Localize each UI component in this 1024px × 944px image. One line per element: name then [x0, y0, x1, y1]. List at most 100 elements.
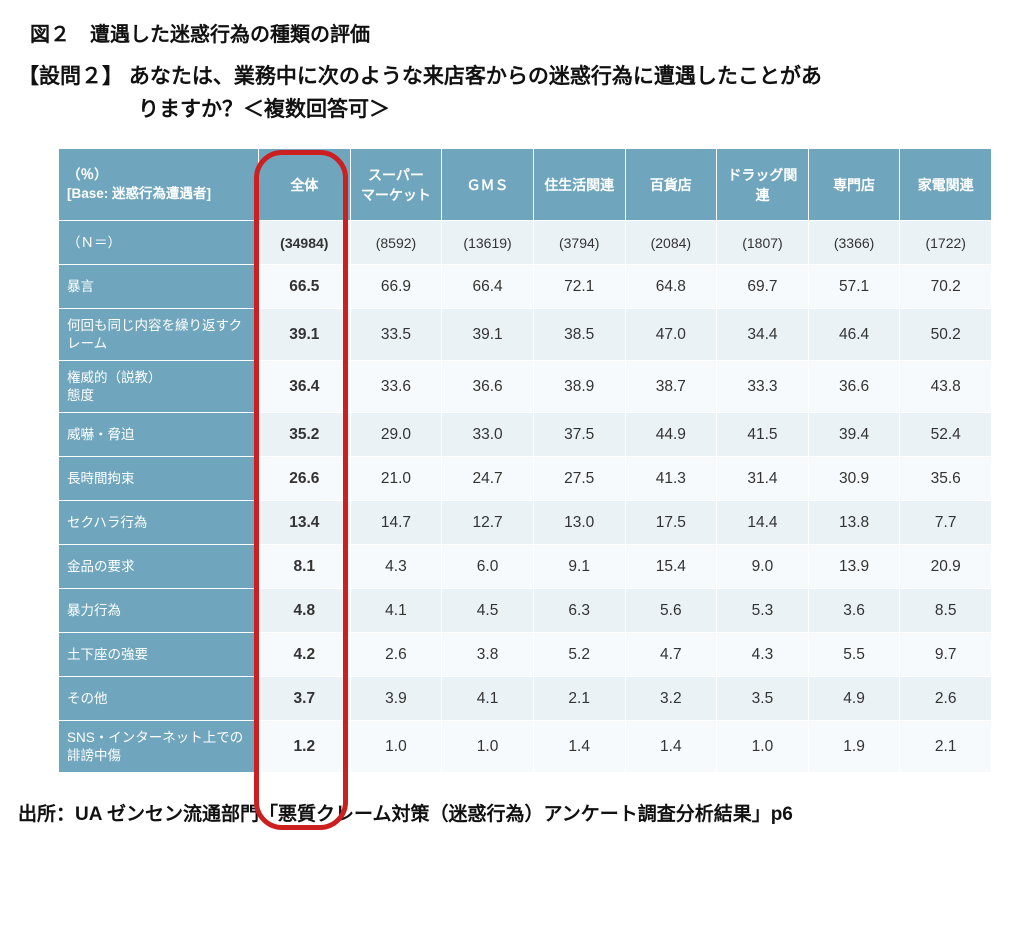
cell: 5.2: [533, 633, 625, 677]
question-block: 【設問２】 あなたは、業務中に次のような来店客からの迷惑行為に遭遇したことがあ …: [18, 61, 996, 126]
cell: 33.6: [350, 361, 442, 413]
header-row: （％）[Base: 迷惑行為遭遇者] 全体 スーパーマーケット ＧＭＳ 住生活関…: [59, 149, 992, 221]
table-row: 暴言66.566.966.472.164.869.757.170.2: [59, 265, 992, 309]
col-total: 全体: [259, 149, 351, 221]
row-label: その他: [59, 677, 259, 721]
cell: 33.5: [350, 309, 442, 361]
cell: 4.3: [717, 633, 809, 677]
row-label: 権威的（説教）態度: [59, 361, 259, 413]
cell: 3.2: [625, 677, 717, 721]
row-label: セクハラ行為: [59, 501, 259, 545]
cell: 43.8: [900, 361, 992, 413]
cell: 13.8: [808, 501, 900, 545]
cell: 57.1: [808, 265, 900, 309]
cell: 21.0: [350, 457, 442, 501]
cell: 39.1: [259, 309, 351, 361]
cell: 14.7: [350, 501, 442, 545]
cell: 36.4: [259, 361, 351, 413]
cell: 52.4: [900, 413, 992, 457]
row-label: 暴言: [59, 265, 259, 309]
cell: 35.6: [900, 457, 992, 501]
cell: 4.5: [442, 589, 534, 633]
cell: 12.7: [442, 501, 534, 545]
cell: 17.5: [625, 501, 717, 545]
table-row: 暴力行為4.84.14.56.35.65.33.68.5: [59, 589, 992, 633]
cell: 41.5: [717, 413, 809, 457]
cell: 14.4: [717, 501, 809, 545]
cell: 15.4: [625, 545, 717, 589]
cell: 9.7: [900, 633, 992, 677]
cell: 70.2: [900, 265, 992, 309]
cell: 24.7: [442, 457, 534, 501]
cell: 5.6: [625, 589, 717, 633]
cell: 3.6: [808, 589, 900, 633]
table-row: 何回も同じ内容を繰り返すクレーム39.133.539.138.547.034.4…: [59, 309, 992, 361]
question-label: 【設問２】: [18, 65, 123, 88]
cell: 6.0: [442, 545, 534, 589]
cell: 34.4: [717, 309, 809, 361]
col-supermarket: スーパーマーケット: [350, 149, 442, 221]
col-electronics: 家電関連: [900, 149, 992, 221]
cell: 1.0: [442, 721, 534, 773]
cell: 47.0: [625, 309, 717, 361]
n-value: (34984): [259, 221, 351, 265]
col-housing: 住生活関連: [533, 149, 625, 221]
cell: 33.3: [717, 361, 809, 413]
cell: 66.9: [350, 265, 442, 309]
cell: 38.5: [533, 309, 625, 361]
n-value: (1722): [900, 221, 992, 265]
table-wrap: （％）[Base: 迷惑行為遭遇者] 全体 スーパーマーケット ＧＭＳ 住生活関…: [58, 148, 992, 773]
cell: 2.6: [350, 633, 442, 677]
cell: 7.7: [900, 501, 992, 545]
cell: 3.7: [259, 677, 351, 721]
header-rowhead: （％）[Base: 迷惑行為遭遇者]: [59, 149, 259, 221]
cell: 2.6: [900, 677, 992, 721]
row-label: 暴力行為: [59, 589, 259, 633]
cell: 26.6: [259, 457, 351, 501]
cell: 37.5: [533, 413, 625, 457]
cell: 39.4: [808, 413, 900, 457]
cell: 31.4: [717, 457, 809, 501]
harassment-table: （％）[Base: 迷惑行為遭遇者] 全体 スーパーマーケット ＧＭＳ 住生活関…: [58, 148, 992, 773]
cell: 4.7: [625, 633, 717, 677]
cell: 39.1: [442, 309, 534, 361]
row-label: 何回も同じ内容を繰り返すクレーム: [59, 309, 259, 361]
cell: 4.1: [350, 589, 442, 633]
n-value: (1807): [717, 221, 809, 265]
col-specialty: 専門店: [808, 149, 900, 221]
col-gms: ＧＭＳ: [442, 149, 534, 221]
col-dept: 百貨店: [625, 149, 717, 221]
source-citation: 出所：UA ゼンセン流通部門「悪質クレーム対策（迷惑行為）アンケート調査分析結果…: [18, 799, 1006, 826]
cell: 36.6: [808, 361, 900, 413]
row-label: 金品の要求: [59, 545, 259, 589]
cell: 1.4: [625, 721, 717, 773]
cell: 3.8: [442, 633, 534, 677]
cell: 38.7: [625, 361, 717, 413]
cell: 1.0: [350, 721, 442, 773]
cell: 4.2: [259, 633, 351, 677]
cell: 4.1: [442, 677, 534, 721]
cell: 41.3: [625, 457, 717, 501]
row-label: 威嚇・脅迫: [59, 413, 259, 457]
cell: 8.1: [259, 545, 351, 589]
cell: 1.9: [808, 721, 900, 773]
cell: 66.4: [442, 265, 534, 309]
table-row: 威嚇・脅迫35.229.033.037.544.941.539.452.4: [59, 413, 992, 457]
cell: 6.3: [533, 589, 625, 633]
cell: 20.9: [900, 545, 992, 589]
cell: 30.9: [808, 457, 900, 501]
cell: 9.1: [533, 545, 625, 589]
cell: 33.0: [442, 413, 534, 457]
table-row: SNS・インターネット上での誹謗中傷1.21.01.01.41.41.01.92…: [59, 721, 992, 773]
n-value: (3366): [808, 221, 900, 265]
cell: 3.5: [717, 677, 809, 721]
table-body: （Ｎ＝）(34984)(8592)(13619)(3794)(2084)(180…: [59, 221, 992, 773]
table-row: 土下座の強要4.22.63.85.24.74.35.59.7: [59, 633, 992, 677]
cell: 66.5: [259, 265, 351, 309]
cell: 36.6: [442, 361, 534, 413]
n-value: (8592): [350, 221, 442, 265]
cell: 46.4: [808, 309, 900, 361]
cell: 72.1: [533, 265, 625, 309]
cell: 8.5: [900, 589, 992, 633]
cell: 5.5: [808, 633, 900, 677]
